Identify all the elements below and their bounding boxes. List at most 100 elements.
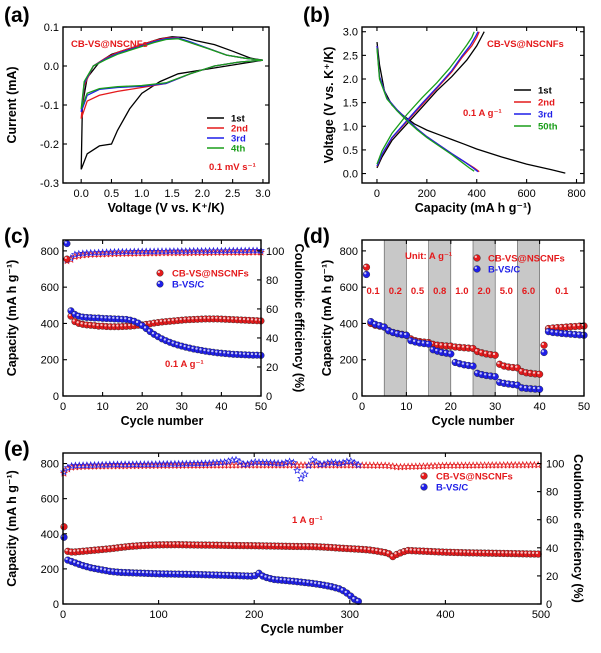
rate-label: 6.0 xyxy=(522,286,535,297)
capacity-point-CB-VS@NSCNFs-highlight xyxy=(451,550,455,553)
capacity-point-B-VS/C-highlight xyxy=(452,360,456,363)
capacity-point-B-VS/C-highlight xyxy=(84,315,87,318)
efficiency-star-B-VS/C xyxy=(350,458,359,467)
capacity-point-B-VS/C-highlight xyxy=(488,373,491,377)
capacity-point-CB-VS@NSCNFs-highlight xyxy=(336,545,340,549)
y-tick-label: 200 xyxy=(340,355,358,367)
capacity-point-CB-VS@NSCNFs-highlight xyxy=(248,543,252,546)
capacity-point-CB-VS@NSCNFs-highlight xyxy=(107,546,110,549)
capacity-point-B-VS/C-highlight xyxy=(191,346,194,350)
capacity-point-B-VS/C-highlight xyxy=(439,350,442,353)
y-tick-label: -0.3 xyxy=(40,178,59,190)
x-axis-title: Capacity (mA h g⁻¹) xyxy=(415,201,532,215)
capacity-point-CB-VS@NSCNFs-highlight xyxy=(268,543,271,547)
capacity-point-B-VS/C-highlight xyxy=(134,570,137,573)
capacity-point-B-VS/C xyxy=(362,270,371,279)
capacity-point-B-VS/C-highlight xyxy=(506,381,509,385)
capacity-point-B-VS/C-highlight xyxy=(206,572,210,575)
capacity-point-CB-VS@NSCNFs-highlight xyxy=(333,545,336,548)
capacity-point-CB-VS@NSCNFs-highlight xyxy=(112,324,115,327)
efficiency-star-B-VS/C xyxy=(316,460,325,468)
x-tick-label: 40 xyxy=(215,401,227,413)
capacity-point-CB-VS@NSCNFs-highlight xyxy=(348,546,351,549)
efficiency-star-B-VS/C xyxy=(312,457,321,466)
capacity-point-B-VS/C-highlight xyxy=(395,331,398,334)
capacity-point-B-VS/C-highlight xyxy=(175,342,178,346)
capacity-point-CB-VS@NSCNFs-highlight xyxy=(364,264,367,268)
capacity-point-B-VS/C-highlight xyxy=(479,372,482,375)
capacity-point-B-VS/C-highlight xyxy=(163,338,166,341)
capacity-point-B-VS/C-highlight xyxy=(287,578,290,581)
capacity-point-CB-VS@NSCNFs-highlight xyxy=(96,323,99,327)
capacity-point-B-VS/C-highlight xyxy=(227,351,230,354)
y2-tick-label: 20 xyxy=(546,571,558,583)
capacity-point-B-VS/C-highlight xyxy=(242,352,246,355)
capacity-point-B-VS/C-highlight xyxy=(537,386,540,390)
y-tick-label: 0.1 xyxy=(44,22,59,34)
capacity-point-CB-VS@NSCNFs-highlight xyxy=(489,550,493,554)
capacity-point-B-VS/C-highlight xyxy=(195,572,198,575)
capacity-point-CB-VS@NSCNFs-highlight xyxy=(230,317,234,320)
rate-label: 2.0 xyxy=(477,286,490,297)
panel-letter-a: (a) xyxy=(4,4,30,27)
capacity-point-CB-VS@NSCNFs-highlight xyxy=(401,549,405,552)
capacity-point-CB-VS@NSCNFs-highlight xyxy=(546,326,549,329)
capacity-point-CB-VS@NSCNFs-highlight xyxy=(283,543,286,547)
capacity-point-B-VS/C-highlight xyxy=(69,559,72,562)
sample-label: CB-VS@NSCNFs xyxy=(487,39,564,50)
capacity-point-B-VS/C-highlight xyxy=(179,343,182,347)
capacity-point-B-VS/C-highlight xyxy=(155,334,159,337)
capacity-point-B-VS/C-highlight xyxy=(333,585,336,588)
capacity-point-B-VS/C-highlight xyxy=(80,563,84,566)
capacity-point-CB-VS@NSCNFs-highlight xyxy=(84,548,87,551)
capacity-point-B-VS/C-highlight xyxy=(168,571,172,575)
capacity-point-CB-VS@NSCNFs-highlight xyxy=(452,344,456,348)
capacity-point-B-VS/C-highlight xyxy=(271,577,275,580)
y-tick-label: 0.0 xyxy=(343,169,358,181)
capacity-point-CB-VS@NSCNFs-highlight xyxy=(215,316,218,319)
capacity-point-B-VS/C-highlight xyxy=(492,374,496,377)
capacity-point-B-VS/C-highlight xyxy=(457,361,460,364)
capacity-point-CB-VS@NSCNFs-highlight xyxy=(470,346,473,349)
x-tick-label: 300 xyxy=(341,609,359,621)
x-tick-label: 3.0 xyxy=(255,188,270,200)
y2-tick-label: 40 xyxy=(266,333,278,345)
rate-annotation: 1 A g⁻¹ xyxy=(292,515,323,526)
capacity-point-B-VS/C xyxy=(469,362,477,370)
efficiency-star-B-VS/C xyxy=(331,458,340,467)
cv-curve-4th xyxy=(80,38,263,110)
capacity-point-CB-VS@NSCNFs-highlight xyxy=(180,542,183,545)
capacity-point-B-VS/C-highlight xyxy=(180,571,183,575)
capacity-point-CB-VS@NSCNFs-highlight xyxy=(183,542,187,545)
efficiency-star-B-VS/C xyxy=(300,469,309,478)
capacity-point-CB-VS@NSCNFs-highlight xyxy=(203,316,206,319)
capacity-point-CB-VS@NSCNFs-highlight xyxy=(428,549,432,552)
capacity-point-B-VS/C-highlight xyxy=(250,352,254,356)
capacity-point-CB-VS@NSCNFs-highlight xyxy=(116,324,119,327)
capacity-point-CB-VS@NSCNFs-highlight xyxy=(483,351,487,354)
efficiency-star-B-VS/C xyxy=(289,458,298,467)
y-tick-label: 2.0 xyxy=(343,74,358,86)
y2-tick-label: 60 xyxy=(266,304,278,316)
capacity-point-B-VS/C-highlight xyxy=(321,582,324,586)
capacity-point-CB-VS@NSCNFs xyxy=(535,370,544,378)
charge-curve-1st xyxy=(376,31,485,169)
capacity-point-CB-VS@NSCNFs xyxy=(63,255,71,263)
efficiency-star-B-VS/C xyxy=(354,460,363,469)
legend-label-B-VS/C: B-VS/C xyxy=(172,280,204,291)
capacity-point-B-VS/C-highlight xyxy=(126,570,129,573)
capacity-point-B-VS/C-highlight xyxy=(563,331,567,334)
y-tick-label: 0 xyxy=(53,391,59,403)
capacity-point-CB-VS@NSCNFs-highlight xyxy=(497,361,500,365)
capacity-point-CB-VS@NSCNFs-highlight xyxy=(398,550,401,553)
capacity-point-B-VS/C-highlight xyxy=(167,339,170,343)
capacity-point-B-VS/C-highlight xyxy=(519,385,522,388)
capacity-point-CB-VS@NSCNFs-highlight xyxy=(161,542,164,545)
capacity-point-CB-VS@NSCNFs-highlight xyxy=(167,318,170,322)
capacity-point-CB-VS@NSCNFs-highlight xyxy=(92,547,95,551)
capacity-point-B-VS/C-highlight xyxy=(399,332,402,335)
capacity-point-B-VS/C-highlight xyxy=(275,577,279,580)
y-tick-label: 0 xyxy=(53,599,59,611)
capacity-point-CB-VS@NSCNFs-highlight xyxy=(237,543,240,546)
capacity-point-B-VS/C-highlight xyxy=(149,571,152,574)
